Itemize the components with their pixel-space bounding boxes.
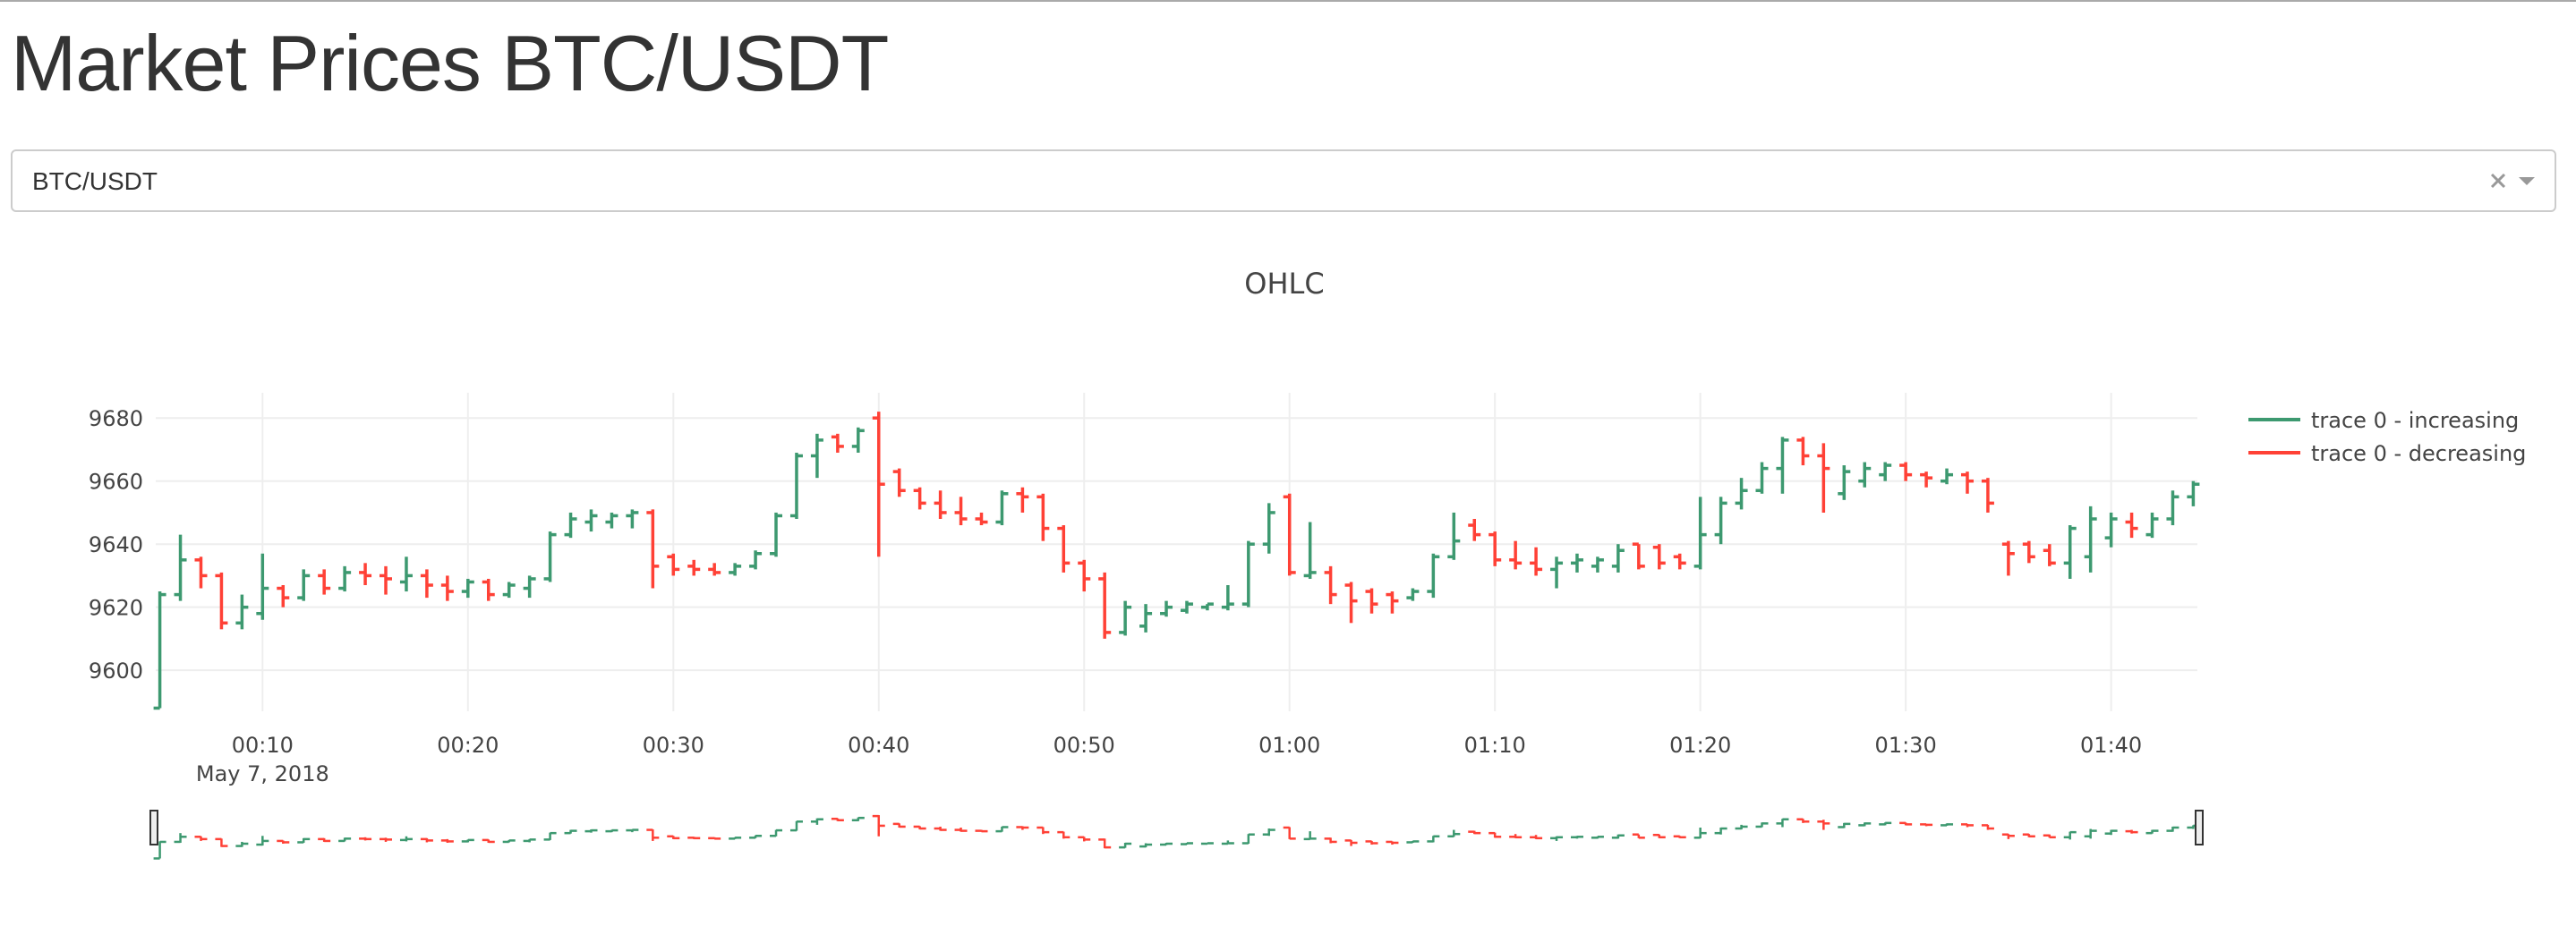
rangeslider-bg xyxy=(156,807,2197,864)
pair-dropdown[interactable]: BTC/USDT xyxy=(11,149,2556,212)
y-tick-label: 9620 xyxy=(89,596,143,621)
x-tick-label: 00:30 xyxy=(643,733,704,758)
chart-title: OHLC xyxy=(1244,267,1324,301)
x-date-label: May 7, 2018 xyxy=(196,761,329,786)
y-tick-label: 9680 xyxy=(89,406,143,431)
chart: OHLC 9600 9620 9640 9660 9680 00:10 May 7, 201… xyxy=(89,267,2526,864)
x-tick-label: 01:30 xyxy=(1875,733,1937,758)
rangeslider-handle[interactable] xyxy=(149,810,158,845)
x-tick-label: 01:00 xyxy=(1258,733,1320,758)
page-title: Market Prices BTC/USDT xyxy=(11,19,889,107)
x-tick-label: 00:40 xyxy=(848,733,909,758)
x-tick-label: 00:10 xyxy=(232,733,294,758)
clear-icon[interactable] xyxy=(2490,173,2506,189)
rangeslider-handle[interactable] xyxy=(2195,810,2204,845)
arrow-icon[interactable] xyxy=(2519,177,2535,185)
dropdown-value: BTC/USDT xyxy=(32,167,158,195)
x-tick-label: 01:40 xyxy=(2080,733,2142,758)
x-tick-label: 00:20 xyxy=(437,733,499,758)
legend-label: trace 0 - increasing xyxy=(2311,408,2519,433)
x-tick-label: 00:50 xyxy=(1053,733,1115,758)
x-tick-label: 01:20 xyxy=(1669,733,1731,758)
y-tick-label: 9660 xyxy=(89,470,143,495)
y-tick-label: 9600 xyxy=(89,658,143,684)
y-tick-label: 9640 xyxy=(89,532,143,557)
dropdown-icons xyxy=(2490,173,2535,189)
x-tick-label: 01:10 xyxy=(1464,733,1526,758)
legend-label: trace 0 - decreasing xyxy=(2311,441,2526,466)
